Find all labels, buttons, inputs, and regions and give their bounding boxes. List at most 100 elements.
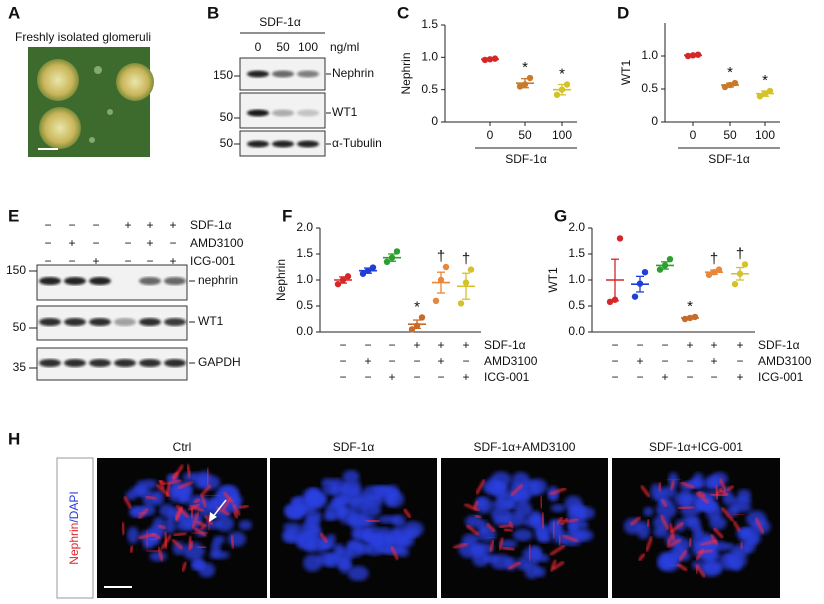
y-tick-label: 0 [431,114,438,128]
podocyte-stain [670,521,684,533]
podocyte-stain [390,545,399,561]
podocyte-stain [160,534,172,550]
nucleus [149,551,167,562]
nucleus [172,541,186,556]
nucleus [238,519,253,531]
condition-sign: + [686,338,693,352]
condition-sign: − [146,254,153,268]
band-label: nephrin [198,273,238,287]
image-title: SDF-1α [333,440,375,454]
data-point [467,266,475,273]
glomerulus [116,63,154,101]
condition-sign: − [44,236,51,250]
condition-sign: − [339,338,346,352]
podocyte-stain [669,479,676,491]
podocyte-stain [645,536,653,552]
y-tick-label: 0.5 [296,298,313,312]
blot [36,347,188,381]
nucleus [514,501,533,518]
nucleus [643,506,654,517]
nucleus [472,551,490,567]
nucleus [303,554,322,572]
nucleus [722,542,734,551]
blot-band [247,70,269,78]
nucleus [362,525,382,541]
condition-sign: + [124,218,131,232]
podocyte-stain [189,540,194,550]
podocyte-stain [719,489,729,497]
x-tick-label: 0 [487,128,494,142]
band-label: α-Tubulin [332,136,382,150]
data-point [383,258,391,265]
y-tick-label: 1.0 [568,272,585,286]
condition-sign: + [146,218,153,232]
podocyte-stain [191,511,200,529]
blot-band [139,359,161,367]
significance-mark: * [687,298,693,315]
condition-sign: − [364,370,371,384]
mw-label: 150 [213,68,233,82]
nucleus [338,555,351,574]
nucleus [347,539,362,551]
podocyte-stain [177,481,194,490]
podocyte-stain [666,534,674,546]
nucleus [376,545,394,554]
blot-band [272,140,294,148]
panel-label: B [207,3,219,22]
podocyte-stain [175,504,190,519]
y-tick-label: 0.5 [568,298,585,312]
nucleus [465,515,483,529]
podocyte-stain [562,534,579,543]
nucleus [522,546,543,562]
nucleus [731,504,752,513]
data-point [631,293,639,300]
condition-sign: + [364,354,371,368]
condition-sign: + [437,338,444,352]
condition-sign: − [68,218,75,232]
nucleus [573,520,589,530]
blot [36,305,188,341]
podocyte-stain [551,521,556,539]
blot-band [39,359,61,367]
podocyte-stain [205,467,210,486]
podocyte-stain [231,503,241,516]
podocyte-stain [697,490,707,498]
condition-sign: − [388,338,395,352]
podocyte-stain [498,523,512,529]
podocyte-stain [200,495,208,508]
mw-label: 35 [13,360,27,374]
podocyte-stain [181,561,188,573]
condition-sign: − [388,354,395,368]
y-axis-label: WT1 [619,60,633,86]
nucleus [511,472,530,489]
podocyte-stain [739,541,744,550]
panel-label: C [397,3,409,22]
condition-sign: − [710,370,717,384]
x-tick-label: 100 [755,128,775,142]
nucleus [284,502,306,521]
nucleus [564,495,583,512]
nucleus [347,489,365,506]
nucleus [547,519,564,537]
podocyte-stain [640,485,651,498]
nucleus [655,501,677,519]
blot-band [89,277,111,285]
significance-mark: * [762,72,768,89]
podocyte-stain [173,531,187,537]
nucleus [725,551,747,570]
condition-sign: − [92,218,99,232]
condition-sign: − [736,354,743,368]
x-tick-label: 50 [723,128,737,142]
condition-sign: − [437,370,444,384]
nucleus [342,469,360,485]
condition-sign: + [636,354,643,368]
condition-sign: + [736,338,743,352]
condition-sign: + [710,354,717,368]
treatment-label: SDF-1α [259,15,301,29]
blot-band [164,277,186,285]
blot-band [39,277,61,285]
podocyte-stain [238,504,249,510]
condition-label: AMD3100 [190,236,244,250]
data-point [766,87,774,95]
stain-label: Nephrin/DAPI [67,491,81,564]
